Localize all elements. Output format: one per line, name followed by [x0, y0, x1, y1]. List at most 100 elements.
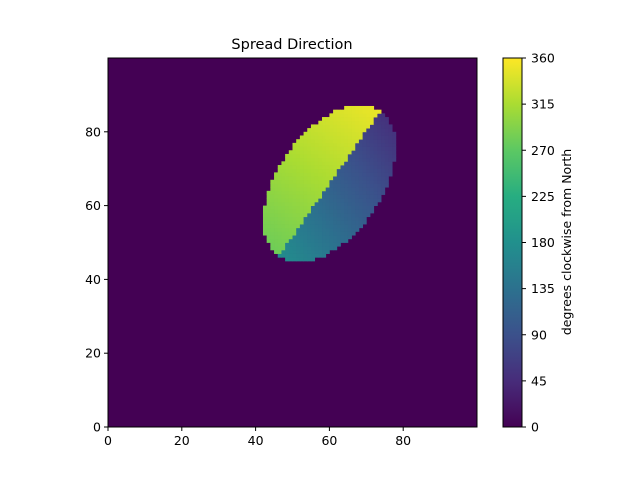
heatmap-cell: [358, 139, 364, 144]
heatmap-cell: [318, 253, 323, 258]
heatmap-cell: [292, 198, 297, 203]
heatmap-cell: [318, 179, 323, 184]
heatmap-cell: [270, 212, 275, 218]
heatmap-cell: [285, 249, 290, 254]
heatmap-cell: [288, 249, 293, 254]
heatmap-cell: [310, 249, 316, 254]
heatmap-cell: [366, 120, 371, 125]
heatmap-cell: [310, 168, 316, 173]
heatmap-cell: [377, 157, 382, 162]
heatmap-cell: [351, 146, 356, 151]
heatmap-cell: [340, 142, 345, 147]
heatmap-cell: [369, 117, 375, 122]
heatmap-cell: [377, 113, 382, 118]
heatmap-cell: [377, 187, 382, 192]
heatmap-cell: [377, 120, 382, 125]
heatmap-cell: [333, 124, 338, 129]
heatmap-cell: [347, 161, 352, 166]
heatmap-cell: [336, 131, 341, 136]
heatmap-cell: [329, 216, 334, 221]
heatmap-cell: [318, 187, 323, 192]
heatmap-cell: [362, 165, 367, 170]
heatmap-cell: [307, 235, 312, 240]
heatmap-cell: [307, 227, 312, 232]
colorbar-tick-label: 45: [531, 373, 547, 388]
heatmap-cell: [384, 168, 389, 173]
heatmap-cell: [344, 212, 349, 218]
heatmap-cell: [347, 168, 352, 173]
heatmap-cell: [329, 183, 334, 188]
heatmap-cell: [277, 212, 282, 218]
heatmap-cell: [340, 176, 345, 181]
heatmap-cell: [373, 153, 378, 159]
heatmap-cell: [292, 235, 297, 240]
heatmap-cell: [303, 179, 308, 184]
heatmap-cell: [347, 128, 352, 133]
heatmap-cell: [325, 227, 330, 232]
heatmap-cell: [373, 124, 378, 129]
heatmap-cell: [325, 235, 330, 240]
heatmap-cell: [277, 246, 282, 251]
heatmap-cell: [292, 216, 297, 221]
heatmap-cell: [314, 194, 319, 199]
heatmap-cell: [362, 183, 367, 188]
heatmap-cell: [344, 117, 349, 122]
heatmap-cell: [373, 187, 378, 192]
heatmap-cell: [351, 120, 356, 125]
heatmap-cell: [296, 183, 301, 188]
heatmap-cell: [373, 176, 378, 181]
heatmap-cell: [299, 205, 304, 210]
heatmap-cell: [299, 238, 304, 243]
heatmap-cell: [358, 212, 364, 218]
heatmap-cell: [322, 198, 327, 203]
heatmap-cell: [318, 135, 323, 140]
heatmap-cell: [296, 231, 301, 236]
y-tick-label: 80: [85, 124, 101, 139]
heatmap-cell: [344, 109, 349, 114]
heatmap-cell: [344, 220, 349, 225]
heatmap-cell: [366, 198, 371, 203]
heatmap-cell: [377, 128, 382, 133]
heatmap-cell: [384, 153, 389, 159]
heatmap-cell: [281, 231, 286, 236]
heatmap-cell: [325, 242, 330, 247]
heatmap-cell: [366, 194, 371, 199]
heatmap-cell: [336, 238, 341, 243]
heatmap-cell: [322, 128, 327, 133]
heatmap-cell: [318, 183, 323, 188]
heatmap-cell: [310, 176, 316, 181]
heatmap-cell: [292, 161, 297, 166]
heatmap-cell: [347, 231, 352, 236]
heatmap-cell: [325, 179, 330, 184]
heatmap-cell: [262, 220, 268, 225]
heatmap-cell: [358, 146, 364, 151]
heatmap-cell: [344, 209, 349, 214]
heatmap-cell: [322, 235, 327, 240]
heatmap-cell: [340, 231, 345, 236]
heatmap-cell: [355, 190, 360, 195]
heatmap-cell: [310, 209, 316, 214]
heatmap-cell: [307, 257, 312, 262]
heatmap-cell: [369, 120, 375, 125]
heatmap-cell: [347, 198, 352, 203]
heatmap-cell: [299, 212, 304, 218]
heatmap-cell: [325, 201, 330, 206]
heatmap-cell: [344, 194, 349, 199]
heatmap-cell: [310, 179, 316, 184]
heatmap-cell: [310, 139, 316, 144]
heatmap-cell: [288, 212, 293, 218]
heatmap-cell: [303, 220, 308, 225]
heatmap-cell: [355, 131, 360, 136]
heatmap-cell: [288, 216, 293, 221]
heatmap-cell: [266, 201, 271, 206]
heatmap-cell: [310, 150, 316, 155]
heatmap-cell: [322, 253, 327, 258]
heatmap-cell: [369, 113, 375, 118]
heatmap-cell: [369, 172, 375, 177]
heatmap-cell: [392, 157, 397, 162]
heatmap-cell: [296, 187, 301, 192]
heatmap-cell: [377, 161, 382, 166]
heatmap-cell: [288, 179, 293, 184]
heatmap-cell: [322, 183, 327, 188]
heatmap-cell: [369, 142, 375, 147]
